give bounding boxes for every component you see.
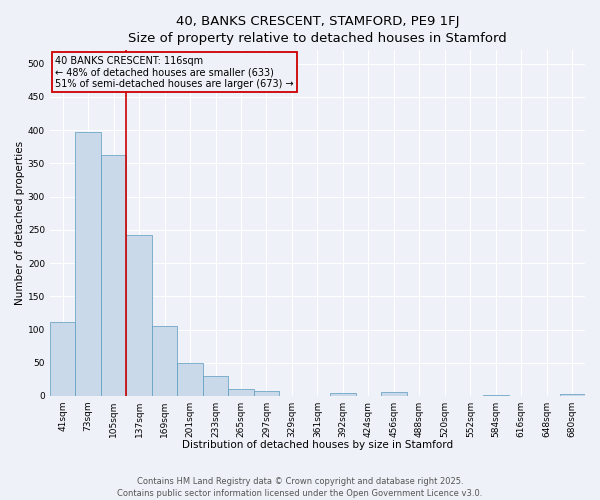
- Bar: [560, 394, 585, 396]
- Bar: [101, 156, 127, 396]
- Bar: [50, 322, 76, 396]
- Bar: [254, 392, 279, 396]
- Text: Contains HM Land Registry data © Crown copyright and database right 2025.
Contai: Contains HM Land Registry data © Crown c…: [118, 476, 482, 498]
- Y-axis label: Number of detached properties: Number of detached properties: [15, 141, 25, 305]
- Bar: [152, 326, 177, 396]
- X-axis label: Distribution of detached houses by size in Stamford: Distribution of detached houses by size …: [182, 440, 453, 450]
- Bar: [381, 392, 407, 396]
- Bar: [228, 390, 254, 396]
- Bar: [76, 132, 101, 396]
- Bar: [177, 363, 203, 396]
- Text: 40 BANKS CRESCENT: 116sqm
← 48% of detached houses are smaller (633)
51% of semi: 40 BANKS CRESCENT: 116sqm ← 48% of detac…: [55, 56, 294, 88]
- Bar: [203, 376, 228, 396]
- Bar: [127, 235, 152, 396]
- Bar: [330, 392, 356, 396]
- Title: 40, BANKS CRESCENT, STAMFORD, PE9 1FJ
Size of property relative to detached hous: 40, BANKS CRESCENT, STAMFORD, PE9 1FJ Si…: [128, 15, 507, 45]
